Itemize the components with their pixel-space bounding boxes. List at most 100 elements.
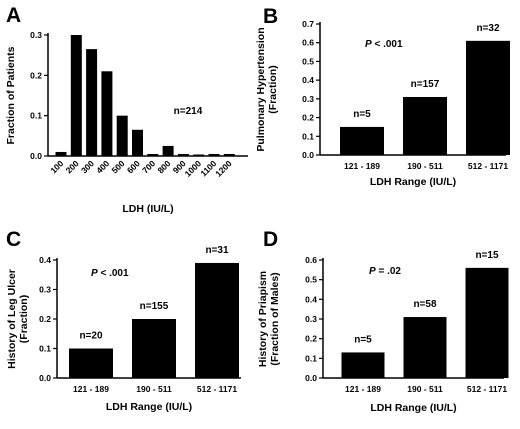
bar [177,153,189,156]
bar-label: n=20 [79,331,103,342]
panel-letter: A [6,4,21,27]
y-tick-label: 0.1 [302,131,314,141]
x-tick-label: 600 [125,158,142,175]
y-tick-label: 0.7 [302,19,314,29]
x-tick-label: 121 - 189 [345,384,381,394]
p-value-symbol: P [369,266,376,277]
panel-a: A 0.0 0.1 0.2 0.3 Fraction of Patients LDH (IU… [5,4,248,215]
panel-letter: B [263,5,278,28]
bar [101,71,113,156]
p-value-annotation: P < .001 [365,39,403,50]
x-tick-label: 121 - 189 [73,384,109,394]
y-tick-label: 0.1 [30,111,42,121]
x-tick-label: 512 - 1171 [467,384,507,394]
x-tick-label: 100 [48,158,65,175]
bar [223,153,235,156]
y-axis-title: Pulmonary Hypertension [255,27,267,151]
p-value-annotation: P = .02 [369,266,401,277]
y-tick-label: 0.4 [39,255,51,265]
y-tick-label: 0.4 [302,75,314,85]
y-tick-label: 0.1 [39,344,51,354]
bar [466,40,510,155]
bar [403,96,447,155]
y-axis-title: Fraction of Patients [5,46,17,144]
bar [132,319,176,378]
bar [69,348,113,378]
bar [132,129,143,156]
bar [340,126,384,155]
y-tick-label: 0.3 [39,285,51,295]
bar-label: n=15 [475,250,499,261]
x-tick-label: 190 - 511 [136,384,172,394]
sample-size-annotation: n=214 [174,106,203,117]
p-value-annotation: P < .001 [91,268,129,279]
y-axis-title: (Fraction) [267,65,279,113]
bar [86,49,98,156]
bar-label: n=5 [354,334,372,345]
x-tick-label: 300 [79,158,96,175]
y-tick-label: 0.2 [305,334,317,344]
x-tick-label: 400 [94,158,111,175]
x-tick-label: 121 - 189 [344,161,380,171]
p-value-text: < .001 [372,39,403,50]
y-tick-label: 0.3 [305,314,317,324]
y-tick-label: 0.3 [30,30,42,40]
panel-c: C 0.0 0.1 0.2 0.3 0.4 History of Leg Ulcer (Fra… [6,228,241,413]
panel-letter: C [6,228,21,251]
y-tick-label: 0.6 [305,255,317,265]
y-tick-label: 0.5 [305,275,317,285]
y-tick-label: 0.1 [305,353,317,363]
y-axis-title: History of Leg Ulcer [6,269,18,369]
x-tick-label: 1200 [213,158,234,179]
bar [403,317,447,378]
bar-label: n=32 [476,23,500,34]
bar [465,267,509,378]
x-tick-label: 190 - 511 [407,161,443,171]
bar [162,145,174,156]
bar-label: n=155 [140,301,169,312]
x-axis-title: LDH Range (IU/L) [370,176,456,188]
p-value-text: = .02 [376,266,402,277]
y-tick-label: 0.0 [302,150,314,160]
y-tick-label: 0.0 [30,151,42,161]
bar [341,352,385,378]
y-tick-label: 0.5 [302,56,314,66]
x-tick-label: 200 [64,158,81,175]
bar [193,154,205,156]
bar [116,115,128,156]
y-tick-label: 0.2 [39,314,51,324]
bar-label: n=5 [353,109,371,120]
y-tick-label: 0.0 [305,373,317,383]
p-value-symbol: P [365,39,372,50]
bar [208,153,220,156]
x-tick-label: 190 - 511 [407,384,443,394]
x-tick-label: 800 [155,158,172,175]
bar [147,153,159,156]
y-axis-title: (Fraction of Males) [269,272,281,365]
y-tick-label: 0.2 [30,70,42,80]
bar [70,35,82,156]
y-tick-label: 0.3 [302,94,314,104]
x-tick-label: 500 [110,158,127,175]
p-value-symbol: P [91,268,98,279]
bar [55,151,67,156]
x-tick-label: 512 - 1171 [197,384,237,394]
x-tick-label: 512 - 1171 [468,161,508,171]
bar-label: n=157 [411,79,440,90]
x-tick-label: 700 [140,158,157,175]
y-tick-label: 0.4 [305,294,317,304]
y-tick-label: 0.6 [302,38,314,48]
y-axis-title: History of Priapism [257,271,269,367]
x-axis-title: LDH Range (IU/L) [370,402,456,414]
p-value-text: < .001 [98,268,129,279]
bar-label: n=31 [205,245,229,256]
y-tick-label: 0.0 [39,373,51,383]
bar [195,262,239,378]
panel-d: D 0.0 0.1 0.2 0.3 0.4 0.5 0.6 History of Priapis… [257,228,509,414]
panel-letter: D [263,228,278,251]
y-axis-title: (Fraction) [18,295,30,343]
x-axis-title: LDH (IU/L) [122,203,173,215]
bar-label: n=58 [413,299,437,310]
